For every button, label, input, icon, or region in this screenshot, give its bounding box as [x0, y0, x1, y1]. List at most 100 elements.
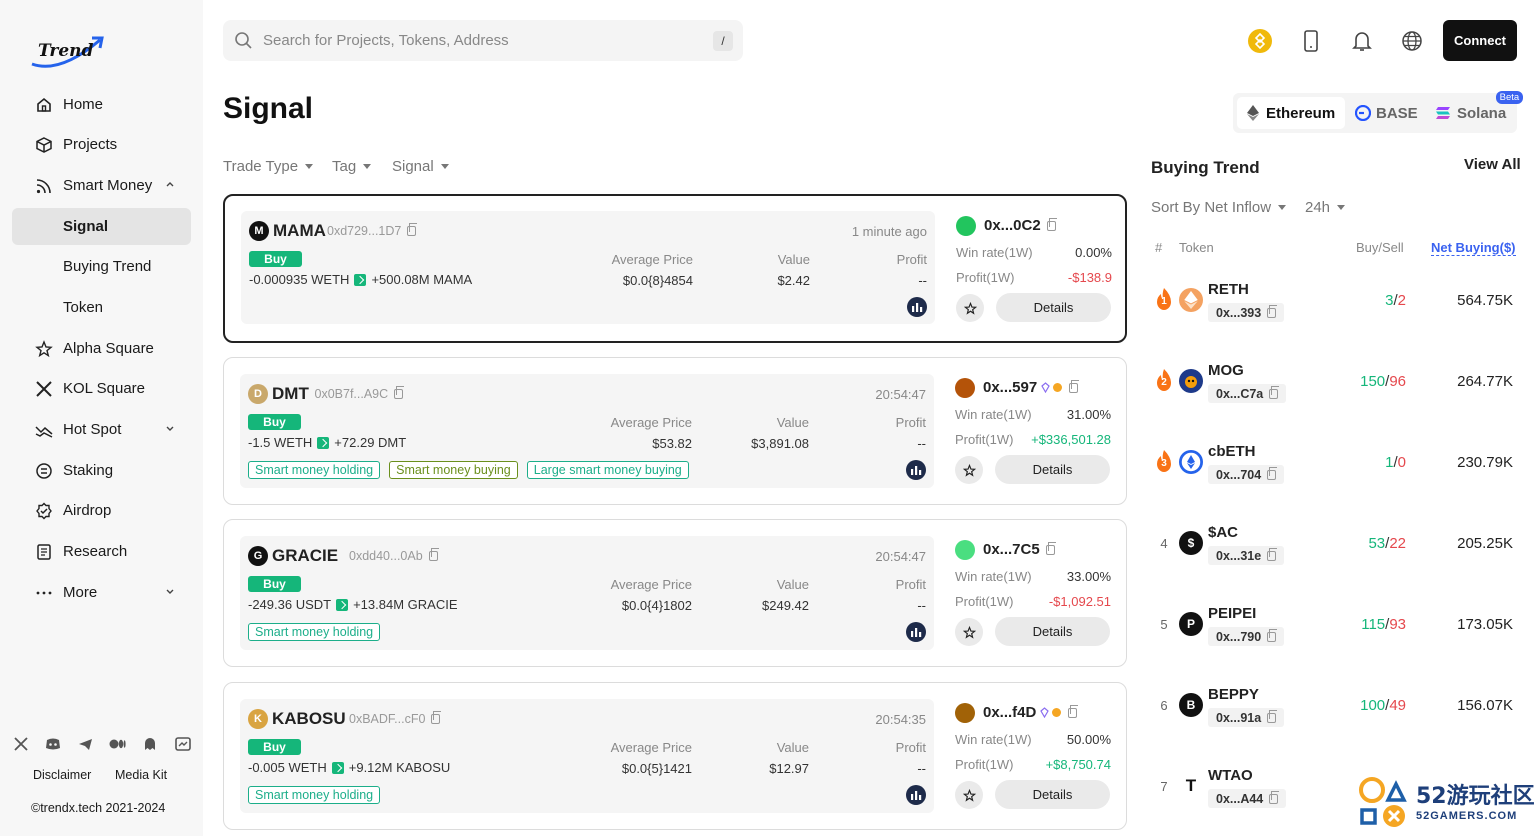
signal-card[interactable]: K KABOSU 0xBADF...cF0 20:54:35 Buy -0.00…	[223, 682, 1127, 830]
trend-row[interactable]: 6 B BEPPY 0x...91a 100/49 156.07K	[1151, 686, 1517, 772]
period-dropdown[interactable]: 24h	[1305, 199, 1346, 216]
view-all-link[interactable]: View All	[1464, 156, 1521, 173]
wallet-address[interactable]: 0x...7C5	[983, 541, 1056, 558]
ghost-icon[interactable]	[141, 736, 159, 752]
token-name[interactable]: BEPPY	[1208, 686, 1259, 703]
x-social-icon[interactable]	[12, 736, 30, 752]
signal-tag[interactable]: Smart money buying	[389, 461, 518, 479]
chart-icon[interactable]	[906, 622, 926, 642]
chain-base[interactable]: BASE	[1345, 97, 1428, 129]
copy-icon[interactable]	[394, 386, 405, 399]
trend-row[interactable]: 3 cbETH 0x...704 1/0 230.79K	[1151, 443, 1517, 529]
chart-icon[interactable]	[906, 785, 926, 805]
token-name[interactable]: PEIPEI	[1208, 605, 1257, 622]
nav-signal[interactable]: Signal	[12, 208, 191, 245]
trend-row[interactable]: 2 MOG 0x...C7a 150/96 264.77K	[1151, 362, 1517, 448]
signal-tag[interactable]: Smart money holding	[248, 786, 381, 804]
search-bar[interactable]: /	[223, 20, 743, 61]
nav-hot-spot[interactable]: Hot Spot	[12, 411, 191, 448]
signal-tag[interactable]: Smart money holding	[248, 623, 381, 641]
chart-icon[interactable]	[906, 460, 926, 480]
copy-icon[interactable]	[1267, 709, 1278, 723]
wallet-address[interactable]: 0x...f4D	[983, 704, 1079, 721]
chain-solana[interactable]: Solana Beta	[1425, 91, 1524, 129]
favorite-button[interactable]	[955, 618, 983, 646]
bnb-token-icon[interactable]	[1247, 28, 1273, 54]
column-net-buying[interactable]: Net Buying($)	[1431, 240, 1516, 256]
trend-row[interactable]: 4 $ $AC 0x...31e 53/22 205.25K	[1151, 524, 1517, 610]
nav-smart-money[interactable]: Smart Money	[12, 167, 191, 204]
token-name[interactable]: $AC	[1208, 524, 1239, 541]
trend-row[interactable]: 7 T WTAO 0x...A44	[1151, 767, 1517, 836]
signal-tag[interactable]: Large smart money buying	[526, 461, 689, 479]
sort-dropdown[interactable]: Sort By Net Inflow	[1151, 199, 1287, 216]
action-badge: Buy	[248, 414, 301, 430]
disclaimer-link[interactable]: Disclaimer	[33, 768, 92, 782]
details-button[interactable]: Details	[995, 780, 1110, 809]
nav-home[interactable]: Home	[12, 86, 191, 123]
wallet-panel: 0x...597 Win rate(1W) 31.00% Profit(1W) …	[955, 358, 1115, 506]
signal-card[interactable]: M MAMA 0xd729...1D7 1 minute ago Buy -0.…	[223, 194, 1127, 343]
copy-icon[interactable]	[1267, 304, 1278, 318]
signal-card[interactable]: G GRACIE 0xdd40...0Ab 20:54:47 Buy -249.…	[223, 519, 1127, 667]
token-name[interactable]: cbETH	[1208, 443, 1256, 460]
trend-row[interactable]: 1 RETH 0x...393 3/2 564.75K	[1151, 281, 1517, 367]
filter-signal[interactable]: Signal	[392, 158, 449, 175]
filter-trade-type[interactable]: Trade Type	[223, 158, 314, 175]
favorite-button[interactable]	[955, 456, 983, 484]
connect-button[interactable]: Connect	[1443, 20, 1517, 61]
token-name[interactable]: KABOSU	[272, 709, 346, 728]
token-name[interactable]: DMT	[272, 384, 309, 403]
details-button[interactable]: Details	[995, 617, 1110, 646]
favorite-button[interactable]	[956, 294, 984, 322]
search-input[interactable]	[263, 32, 683, 49]
copy-icon[interactable]	[428, 548, 439, 561]
copy-icon[interactable]	[1069, 379, 1080, 393]
nav-airdrop[interactable]: Airdrop	[12, 492, 191, 529]
copy-icon[interactable]	[1045, 541, 1056, 555]
discord-icon[interactable]	[44, 736, 62, 752]
copy-icon[interactable]	[1267, 466, 1278, 480]
nav-staking[interactable]: Staking	[12, 452, 191, 489]
copy-icon[interactable]	[431, 711, 442, 724]
signal-card[interactable]: D DMT 0x0B7f...A9C 20:54:47 Buy -1.5 WET…	[223, 357, 1127, 505]
globe-icon[interactable]	[1399, 28, 1425, 54]
copy-icon[interactable]	[1267, 628, 1278, 642]
nav-alpha-square[interactable]: Alpha Square	[12, 330, 191, 367]
trend-row[interactable]: 5 P PEIPEI 0x...790 115/93 173.05K	[1151, 605, 1517, 691]
details-button[interactable]: Details	[995, 455, 1110, 484]
favorite-button[interactable]	[955, 781, 983, 809]
filter-tag[interactable]: Tag	[332, 158, 372, 175]
copy-icon[interactable]	[407, 223, 418, 236]
media-kit-link[interactable]: Media Kit	[115, 768, 168, 782]
token-name[interactable]: GRACIE	[272, 546, 339, 565]
win-rate-label: Win rate(1W)	[955, 732, 1032, 747]
nav-projects[interactable]: Projects	[12, 126, 191, 163]
token-name[interactable]: RETH	[1208, 281, 1249, 298]
copy-icon[interactable]	[1068, 704, 1079, 718]
trendx-logo[interactable]: Trend	[30, 34, 106, 70]
nav-buying-trend[interactable]: Buying Trend	[12, 248, 191, 285]
nav-research[interactable]: Research	[12, 533, 191, 570]
telegram-icon[interactable]	[76, 736, 94, 752]
medium-icon[interactable]	[108, 736, 126, 752]
chart-icon[interactable]	[907, 297, 927, 317]
nav-token[interactable]: Token	[12, 289, 191, 326]
mobile-icon[interactable]	[1298, 28, 1324, 54]
token-name[interactable]: MOG	[1208, 362, 1244, 379]
copy-icon[interactable]	[1046, 217, 1057, 231]
token-name[interactable]: MAMA	[273, 221, 326, 240]
signal-tag[interactable]: Smart money holding	[248, 461, 381, 479]
details-button[interactable]: Details	[996, 293, 1111, 322]
copy-icon[interactable]	[1269, 790, 1280, 804]
bell-icon[interactable]	[1349, 28, 1375, 54]
wallet-address[interactable]: 0x...0C2	[984, 217, 1057, 234]
copy-icon[interactable]	[1269, 385, 1280, 399]
nav-kol-square[interactable]: KOL Square	[12, 370, 191, 407]
copy-icon[interactable]	[1267, 547, 1278, 561]
wallet-address[interactable]: 0x...597	[983, 379, 1080, 396]
chain-ethereum[interactable]: Ethereum	[1237, 97, 1346, 129]
nav-more[interactable]: More	[12, 574, 191, 611]
mirror-icon[interactable]	[174, 736, 192, 752]
token-name[interactable]: WTAO	[1208, 767, 1253, 784]
